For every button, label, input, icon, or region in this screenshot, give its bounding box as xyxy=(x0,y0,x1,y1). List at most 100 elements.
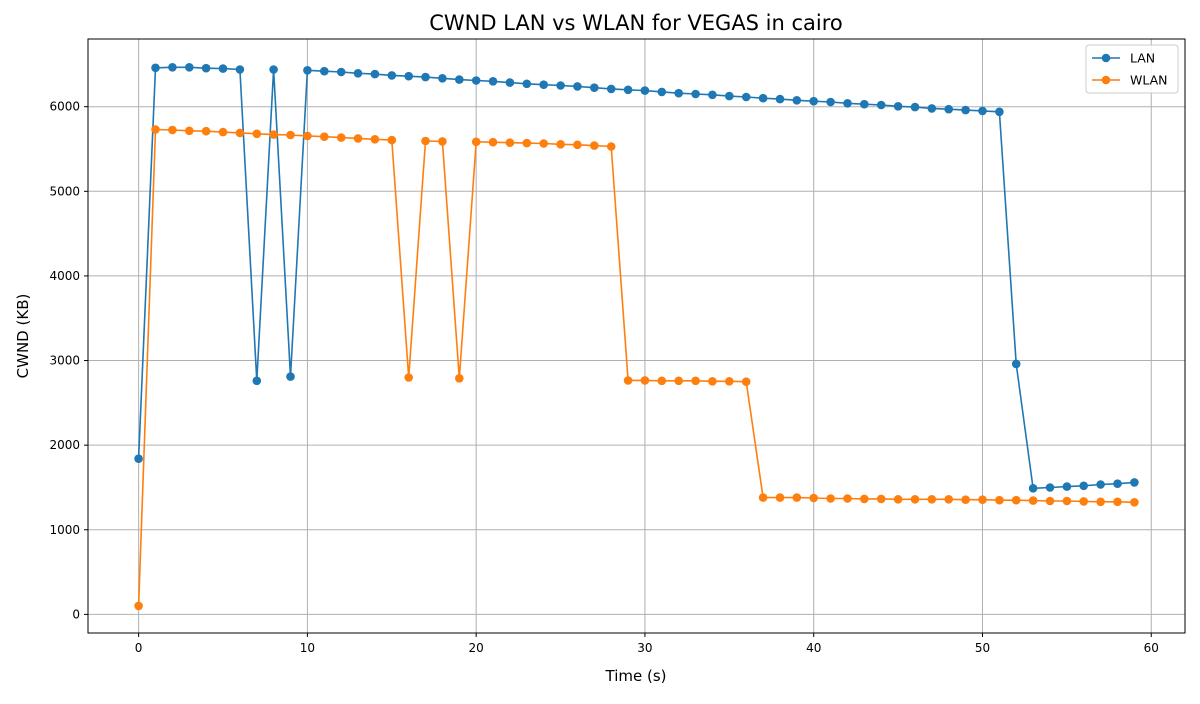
data-point-wlan xyxy=(910,495,920,504)
data-point-lan xyxy=(961,105,970,115)
data-point-lan xyxy=(488,77,498,86)
data-point-lan xyxy=(606,84,616,94)
data-point-wlan xyxy=(792,493,802,502)
x-ticks: 0 10 20 30 40 50 60 xyxy=(135,633,1159,655)
legend-marker-lan xyxy=(1101,53,1111,63)
y-tick-label: 6000 xyxy=(49,100,80,114)
data-point-lan xyxy=(826,97,835,107)
data-point-lan xyxy=(471,76,481,85)
data-point-wlan xyxy=(1079,497,1088,506)
data-point-lan xyxy=(1113,479,1122,489)
data-point-wlan xyxy=(995,495,1004,505)
x-tick-label: 10 xyxy=(300,641,315,655)
data-point-lan xyxy=(893,102,903,111)
data-point-lan xyxy=(421,72,430,82)
x-tick-label: 30 xyxy=(637,641,652,655)
data-point-wlan xyxy=(455,374,464,383)
data-point-wlan xyxy=(573,140,582,150)
data-point-lan xyxy=(809,96,818,106)
data-point-lan xyxy=(590,83,599,92)
data-point-lan xyxy=(438,74,447,83)
data-point-lan xyxy=(860,99,869,109)
data-point-lan xyxy=(1130,478,1139,487)
data-point-lan xyxy=(758,93,768,103)
data-point-wlan xyxy=(590,141,599,150)
data-point-lan xyxy=(927,104,937,113)
data-point-wlan xyxy=(303,131,312,141)
y-tick-label: 3000 xyxy=(49,354,80,368)
data-point-wlan xyxy=(421,136,430,146)
data-point-lan xyxy=(623,85,633,95)
series-line-lan xyxy=(137,66,1135,490)
legend-marker-wlan xyxy=(1101,75,1111,85)
data-point-lan xyxy=(640,86,650,95)
data-point-wlan xyxy=(860,494,869,504)
data-point-lan xyxy=(876,100,886,110)
x-axis-label: Time (s) xyxy=(605,667,667,685)
data-point-wlan xyxy=(1113,497,1122,507)
data-point-wlan xyxy=(606,142,616,151)
legend-label-lan: LAN xyxy=(1130,51,1155,66)
data-point-lan xyxy=(1045,483,1055,492)
data-point-lan xyxy=(269,65,278,74)
data-point-wlan xyxy=(1062,496,1072,506)
data-point-lan xyxy=(286,372,295,381)
data-point-lan xyxy=(725,91,734,101)
data-point-wlan xyxy=(758,493,768,502)
y-tick-label: 2000 xyxy=(49,438,80,452)
data-point-lan xyxy=(252,376,262,386)
data-point-lan xyxy=(1011,359,1021,369)
data-point-wlan xyxy=(775,493,785,502)
data-point-wlan xyxy=(725,377,734,386)
y-axis-label: CWND (KB) xyxy=(14,294,32,379)
data-point-lan xyxy=(455,75,464,84)
data-point-lan xyxy=(134,454,143,464)
data-point-lan xyxy=(573,82,582,91)
data-point-lan xyxy=(320,66,329,76)
data-point-wlan xyxy=(522,138,532,148)
data-point-lan xyxy=(910,102,920,112)
data-point-wlan xyxy=(1130,498,1139,507)
data-point-wlan xyxy=(623,376,633,385)
x-tick-label: 50 xyxy=(975,641,990,655)
data-point-wlan xyxy=(1028,496,1038,505)
data-point-wlan xyxy=(488,137,498,147)
data-point-wlan xyxy=(843,494,852,503)
y-tick-label: 5000 xyxy=(49,184,80,198)
data-point-wlan xyxy=(1011,495,1021,505)
data-point-wlan xyxy=(336,133,346,142)
data-point-lan xyxy=(775,94,785,104)
data-point-wlan xyxy=(134,601,143,611)
data-point-wlan xyxy=(826,494,835,503)
data-point-lan xyxy=(218,64,228,73)
data-point-lan xyxy=(387,71,397,80)
data-point-lan xyxy=(657,87,667,97)
y-tick-label: 1000 xyxy=(49,523,80,537)
data-point-lan xyxy=(741,92,751,102)
data-point-lan xyxy=(168,63,177,72)
data-point-lan xyxy=(708,90,717,100)
data-point-wlan xyxy=(927,495,937,504)
data-point-wlan xyxy=(657,376,667,386)
x-tick-label: 20 xyxy=(469,641,484,655)
data-point-wlan xyxy=(387,135,397,145)
data-point-wlan xyxy=(741,377,751,387)
data-point-lan xyxy=(303,66,312,75)
data-point-lan xyxy=(995,107,1004,117)
data-point-lan xyxy=(556,81,565,90)
chart-title: CWND LAN vs WLAN for VEGAS in cairo xyxy=(429,11,843,35)
x-tick-label: 0 xyxy=(135,641,143,655)
y-ticks: 0 1000 2000 3000 4000 5000 6000 xyxy=(49,100,88,621)
y-tick-label: 4000 xyxy=(49,269,80,283)
data-point-wlan xyxy=(286,130,295,140)
data-point-lan xyxy=(505,78,515,87)
data-point-lan xyxy=(336,67,346,77)
data-point-wlan xyxy=(151,125,160,134)
data-point-lan xyxy=(370,69,380,79)
data-point-lan xyxy=(1028,484,1038,493)
data-point-lan xyxy=(353,69,363,78)
data-point-wlan xyxy=(708,377,717,386)
data-point-wlan xyxy=(252,129,262,139)
data-point-wlan xyxy=(320,132,329,141)
